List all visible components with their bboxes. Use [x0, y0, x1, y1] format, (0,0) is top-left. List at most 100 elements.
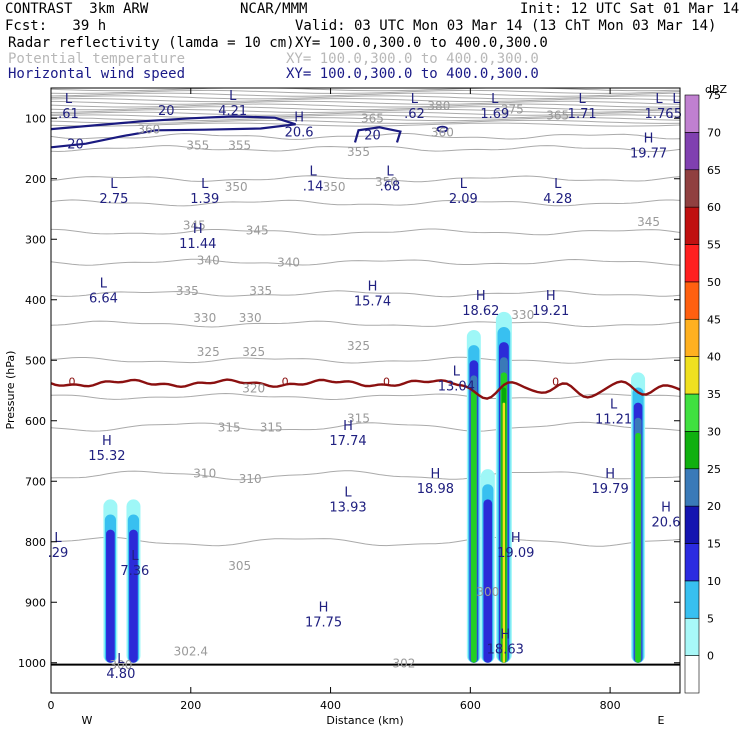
isentrope-label: 310	[193, 467, 216, 481]
isentrope-label: 300	[476, 585, 499, 599]
isentrope-label: 315	[347, 412, 370, 426]
colorbar-swatch	[684, 281, 700, 320]
extremum-value: .68	[380, 180, 401, 195]
isentrope-label: 325	[197, 345, 220, 359]
freezing-line	[51, 378, 680, 400]
colorbar-swatch	[684, 505, 700, 544]
isentrope-label: 345	[637, 215, 660, 229]
isentrope-label: 355	[186, 139, 209, 153]
isentrope-label: 315	[218, 421, 241, 435]
y-tick-label: 900	[25, 596, 46, 609]
isentrope-line	[51, 199, 680, 207]
field-reflectivity: Radar reflectivity (lamda = 10 cm)	[8, 35, 295, 51]
isentrope-upper	[51, 92, 680, 97]
isentrope-line	[51, 320, 680, 328]
x-tick-label: 600	[460, 699, 481, 712]
colorbar-level: 35	[707, 388, 721, 401]
isentrope-upper	[51, 88, 680, 92]
extremum-value: 6.64	[89, 292, 118, 307]
extremum-type: L	[54, 531, 62, 546]
isentrope-label: 330	[193, 311, 216, 325]
extremum-type: H	[368, 280, 378, 295]
extremum-value: 19.77	[630, 146, 667, 161]
init-time: Init: 12 UTC Sat 01 Mar 14	[520, 1, 740, 17]
isentrope-label: 325	[242, 345, 265, 359]
isentrope-line	[51, 175, 680, 183]
reflectivity-cells	[103, 311, 646, 663]
extremum-type: L	[453, 364, 461, 379]
extremum-value: 4.28	[543, 192, 572, 207]
isentrope-line	[51, 356, 680, 364]
extremum-value: 1.39	[190, 192, 219, 207]
y-tick-label: 200	[25, 173, 46, 186]
wind-contour-label: 20	[67, 138, 84, 153]
freezing-label: 0	[282, 376, 289, 389]
colorbar-swatch	[684, 206, 700, 245]
isentrope-label: 345	[183, 219, 206, 233]
y-tick-label: 500	[25, 354, 46, 367]
isentrope-upper	[51, 119, 680, 124]
isentrope-upper	[51, 114, 680, 119]
extremum-type: L	[100, 277, 108, 292]
extremum-type: L	[229, 89, 237, 104]
isentrope-label: 380	[427, 99, 450, 113]
isentrope-label: 355	[228, 139, 251, 153]
wind-contour-dot	[436, 125, 449, 133]
colorbar-level: 0	[707, 650, 714, 663]
extremum-type: H	[476, 289, 486, 304]
extremum-value: 18.98	[417, 482, 454, 497]
extremum-value: 18.62	[462, 304, 499, 319]
y-tick-label: 400	[25, 294, 46, 307]
east-label: E	[658, 714, 665, 727]
isentrope-label: 355	[347, 145, 370, 159]
isentrope-line	[51, 421, 680, 432]
colorbar: 0 5 10 15 20 25 30 35 40 45 50 55 60 65 70 75	[684, 89, 721, 694]
reflectivity-cell	[483, 499, 493, 663]
extremum-value: 2.09	[449, 192, 478, 207]
extremum-value: 15.32	[88, 449, 125, 464]
isentrope-upper	[51, 109, 680, 113]
isentrope-label: 330	[511, 308, 534, 322]
west-label: W	[82, 714, 93, 727]
extremum-value: 19.09	[497, 546, 534, 561]
y-tick-label: 600	[25, 415, 46, 428]
colorbar-level: 70	[707, 126, 721, 139]
y-tick-label: 100	[25, 112, 46, 125]
extremum-value: .14	[303, 180, 324, 195]
x-tick-label: 800	[600, 699, 621, 712]
isentrope-label: 365	[546, 108, 569, 122]
isentrope-label: 360	[137, 122, 160, 136]
freezing-level: 0 0 0 0	[51, 376, 680, 400]
field-reflectivity-xy: XY= 100.0,300.0 to 400.0,300.0	[295, 35, 548, 51]
isentrope-line	[51, 228, 680, 236]
isentrope-line	[51, 536, 680, 547]
colorbar-level: 40	[707, 351, 721, 364]
extremum-type: H	[500, 628, 510, 643]
colorbar-level: 50	[707, 276, 721, 289]
x-tick-label: 0	[48, 699, 55, 712]
y-tick-label: 1000	[18, 657, 46, 670]
isentrope-label: 320	[242, 381, 265, 395]
extremum-type: L	[131, 549, 139, 564]
freezing-label: 0	[383, 376, 390, 389]
isentrope-label: 360	[431, 125, 454, 139]
isentrope-upper	[51, 122, 680, 127]
colorbar-level: 20	[707, 500, 721, 513]
extremum-type: L	[65, 92, 73, 107]
extremum-type: H	[661, 501, 671, 516]
isentrope-label: 350	[323, 180, 346, 194]
colorbar-level: 45	[707, 313, 721, 326]
extremum-type: L	[491, 92, 499, 107]
extremum-type: L	[386, 165, 394, 180]
isentrope-upper	[51, 103, 680, 108]
isentrope-label: 335	[176, 284, 199, 298]
colorbar-swatch	[684, 617, 700, 656]
plot-frame	[50, 87, 681, 694]
extremum-type: H	[193, 222, 203, 237]
extremum-type: L	[610, 398, 618, 413]
isentrope-label: 302	[392, 657, 415, 671]
y-tick-label: 300	[25, 233, 46, 246]
colorbar-level: 10	[707, 575, 721, 588]
wind-contour-label: 20	[158, 104, 175, 119]
